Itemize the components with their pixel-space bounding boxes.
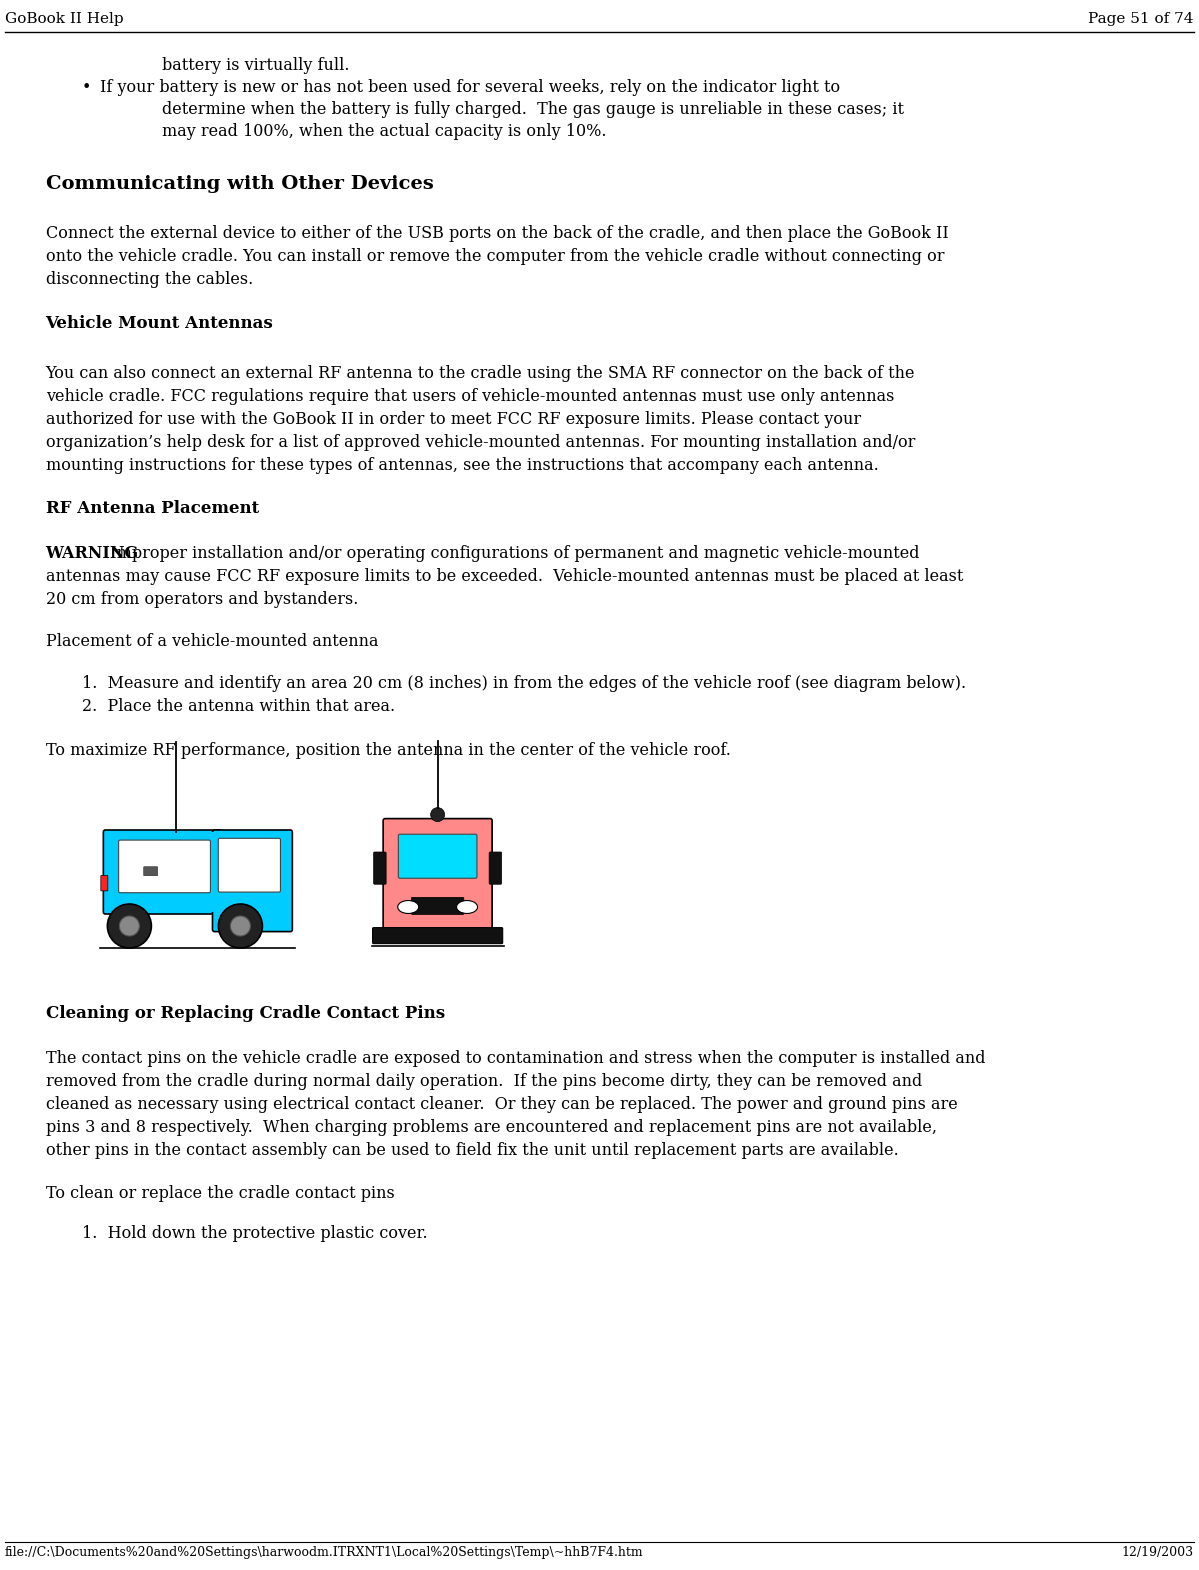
Text: 20 cm from operators and bystanders.: 20 cm from operators and bystanders.: [46, 590, 359, 608]
Text: •: •: [82, 78, 91, 96]
Text: GoBook II Help: GoBook II Help: [5, 13, 123, 27]
Circle shape: [230, 915, 251, 936]
Text: You can also connect an external RF antenna to the cradle using the SMA RF conne: You can also connect an external RF ante…: [46, 364, 915, 382]
Text: The contact pins on the vehicle cradle are exposed to contamination and stress w: The contact pins on the vehicle cradle a…: [46, 1050, 986, 1068]
FancyBboxPatch shape: [212, 831, 293, 931]
Text: may read 100%, when the actual capacity is only 10%.: may read 100%, when the actual capacity …: [162, 122, 607, 140]
Text: RF Antenna Placement: RF Antenna Placement: [46, 499, 259, 517]
Text: Vehicle Mount Antennas: Vehicle Mount Antennas: [46, 316, 273, 331]
Text: WARNING: WARNING: [46, 545, 139, 562]
Text: Connect the external device to either of the USB ports on the back of the cradle: Connect the external device to either of…: [46, 225, 948, 242]
Text: removed from the cradle during normal daily operation.  If the pins become dirty: removed from the cradle during normal da…: [46, 1072, 922, 1090]
Circle shape: [108, 904, 151, 948]
Text: onto the vehicle cradle. You can install or remove the computer from the vehicle: onto the vehicle cradle. You can install…: [46, 248, 944, 265]
Ellipse shape: [398, 901, 418, 914]
FancyBboxPatch shape: [103, 831, 222, 914]
Text: cleaned as necessary using electrical contact cleaner.  Or they can be replaced.: cleaned as necessary using electrical co…: [46, 1096, 957, 1113]
Text: 2.  Place the antenna within that area.: 2. Place the antenna within that area.: [82, 699, 394, 714]
Text: Improper installation and/or operating configurations of permanent and magnetic : Improper installation and/or operating c…: [101, 545, 920, 562]
FancyBboxPatch shape: [218, 838, 281, 892]
Text: 1.  Measure and identify an area 20 cm (8 inches) in from the edges of the vehic: 1. Measure and identify an area 20 cm (8…: [82, 675, 965, 692]
Circle shape: [218, 904, 263, 948]
Text: vehicle cradle. FCC regulations require that users of vehicle-mounted antennas m: vehicle cradle. FCC regulations require …: [46, 388, 894, 405]
Text: Communicating with Other Devices: Communicating with Other Devices: [46, 174, 433, 193]
Ellipse shape: [457, 901, 477, 914]
Text: organization’s help desk for a list of approved vehicle-mounted antennas. For mo: organization’s help desk for a list of a…: [46, 433, 915, 451]
Text: To clean or replace the cradle contact pins: To clean or replace the cradle contact p…: [46, 1185, 394, 1203]
Text: To maximize RF performance, position the antenna in the center of the vehicle ro: To maximize RF performance, position the…: [46, 743, 730, 758]
Text: pins 3 and 8 respectively.  When charging problems are encountered and replaceme: pins 3 and 8 respectively. When charging…: [46, 1119, 936, 1137]
Text: Cleaning or Replacing Cradle Contact Pins: Cleaning or Replacing Cradle Contact Pin…: [46, 1005, 445, 1022]
FancyBboxPatch shape: [411, 898, 464, 914]
Text: antennas may cause FCC RF exposure limits to be exceeded.  Vehicle-mounted anten: antennas may cause FCC RF exposure limit…: [46, 568, 963, 586]
Text: battery is virtually full.: battery is virtually full.: [162, 57, 349, 74]
Text: 1.  Hold down the protective plastic cover.: 1. Hold down the protective plastic cove…: [82, 1225, 427, 1242]
Text: disconnecting the cables.: disconnecting the cables.: [46, 272, 253, 287]
Text: authorized for use with the GoBook II in order to meet FCC RF exposure limits. P: authorized for use with the GoBook II in…: [46, 411, 861, 429]
Text: determine when the battery is fully charged.  The gas gauge is unreliable in the: determine when the battery is fully char…: [162, 100, 904, 118]
FancyBboxPatch shape: [119, 840, 211, 893]
FancyBboxPatch shape: [210, 832, 219, 912]
Text: 12/19/2003: 12/19/2003: [1122, 1546, 1194, 1559]
FancyBboxPatch shape: [398, 834, 477, 878]
Text: file://C:\Documents%20and%20Settings\harwoodm.ITRXNT1\Local%20Settings\Temp\~hhB: file://C:\Documents%20and%20Settings\har…: [5, 1546, 644, 1559]
FancyBboxPatch shape: [101, 876, 108, 890]
Text: mounting instructions for these types of antennas, see the instructions that acc: mounting instructions for these types of…: [46, 457, 879, 474]
Circle shape: [430, 807, 445, 821]
Text: Page 51 of 74: Page 51 of 74: [1089, 13, 1194, 27]
FancyBboxPatch shape: [374, 853, 386, 884]
FancyBboxPatch shape: [489, 853, 501, 884]
FancyBboxPatch shape: [373, 928, 502, 944]
Circle shape: [120, 915, 139, 936]
Text: If your battery is new or has not been used for several weeks, rely on the indic: If your battery is new or has not been u…: [100, 78, 839, 96]
FancyBboxPatch shape: [384, 818, 492, 931]
Text: Placement of a vehicle-mounted antenna: Placement of a vehicle-mounted antenna: [46, 633, 378, 650]
Text: other pins in the contact assembly can be used to field fix the unit until repla: other pins in the contact assembly can b…: [46, 1141, 898, 1159]
FancyBboxPatch shape: [144, 867, 157, 876]
